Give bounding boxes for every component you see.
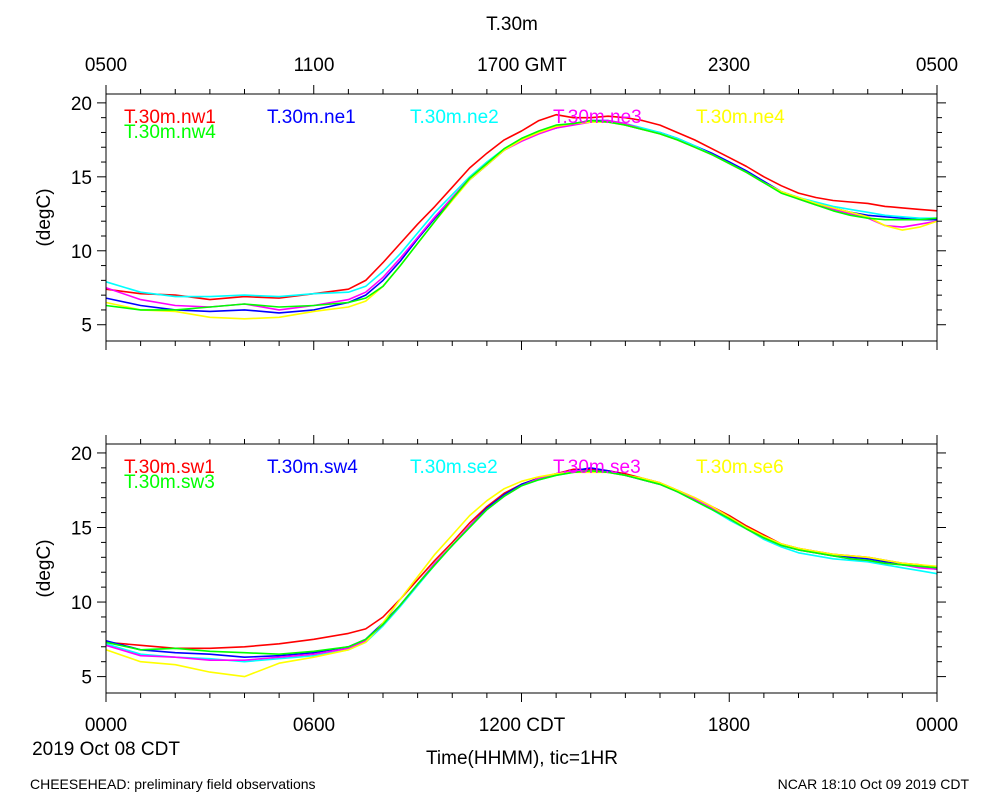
y-axis-label: (degC) — [34, 539, 55, 597]
series-line-T.30m.ne3 — [105, 119, 938, 311]
top-tick-label: 1100 — [294, 55, 335, 76]
bottom-tick-label: 0000 — [85, 715, 127, 736]
series-line-T.30m.ne1 — [105, 119, 937, 314]
legend-entry-T.30m.se3: T.30m.se3 — [553, 457, 641, 478]
top-tick-label: 0500 — [916, 55, 958, 76]
legend-entry-T.30m.ne3: T.30m.ne3 — [553, 107, 642, 128]
legend-entry-T.30m.sw3: T.30m.sw3 — [124, 472, 215, 493]
top-tick-label: 0500 — [85, 55, 127, 76]
bottom-tick-label: 1800 — [708, 715, 750, 736]
series-line-T.30m.sw4 — [105, 467, 938, 659]
series-line-T.30m.nw1 — [105, 113, 938, 301]
series-line-T.30m.se2 — [105, 469, 938, 663]
series-line-T.30m.se6 — [105, 471, 938, 678]
figure-title: T.30m — [486, 14, 538, 35]
date-label: 2019 Oct 08 CDT — [32, 739, 180, 760]
legend-entry-T.30m.sw1: T.30m.sw1 — [124, 457, 215, 478]
legend-entry-T.30m.ne1: T.30m.ne1 — [267, 107, 356, 128]
x-axis-label: Time(HHMM), tic=1HR — [426, 748, 618, 769]
y-axis-label: (degC) — [34, 188, 55, 246]
bottom-tick-label: 0000 — [916, 715, 958, 736]
legend-entry-T.30m.ne2: T.30m.ne2 — [410, 107, 499, 128]
top-tick-label: 2300 — [708, 55, 750, 76]
footer-right: NCAR 18:10 Oct 09 2019 CDT — [778, 776, 970, 792]
series-line-T.30m.ne4 — [105, 121, 938, 320]
legend-entry-T.30m.nw1: T.30m.nw1 — [124, 107, 216, 128]
legend-entry-T.30m.sw4: T.30m.sw4 — [267, 457, 358, 478]
y-tick-label: 10 — [71, 242, 92, 263]
y-tick-label: 15 — [71, 168, 92, 189]
y-tick-label: 10 — [71, 593, 92, 614]
y-tick-label: 5 — [81, 668, 92, 689]
y-tick-label: 20 — [71, 444, 92, 465]
series-line-T.30m.sw1 — [105, 468, 938, 650]
bottom-tick-label: 0600 — [293, 715, 335, 736]
legend-entry-T.30m.nw4: T.30m.nw4 — [124, 122, 216, 143]
series-line-T.30m.nw4 — [105, 119, 938, 311]
bottom-tick-label: 1200 CDT — [479, 715, 566, 736]
series-line-T.30m.se3 — [105, 469, 938, 662]
legend-entry-T.30m.se6: T.30m.se6 — [696, 457, 784, 478]
top-tick-label: 1700 GMT — [477, 55, 567, 76]
series-line-T.30m.ne2 — [105, 119, 937, 298]
footer-left: CHEESEHEAD: preliminary field observatio… — [30, 776, 316, 792]
legend-entry-T.30m.se2: T.30m.se2 — [410, 457, 498, 478]
y-tick-label: 5 — [81, 316, 92, 337]
y-tick-label: 20 — [71, 94, 92, 115]
y-tick-label: 15 — [71, 518, 92, 539]
series-line-T.30m.sw3 — [105, 469, 938, 656]
legend-entry-T.30m.ne4: T.30m.ne4 — [696, 107, 785, 128]
